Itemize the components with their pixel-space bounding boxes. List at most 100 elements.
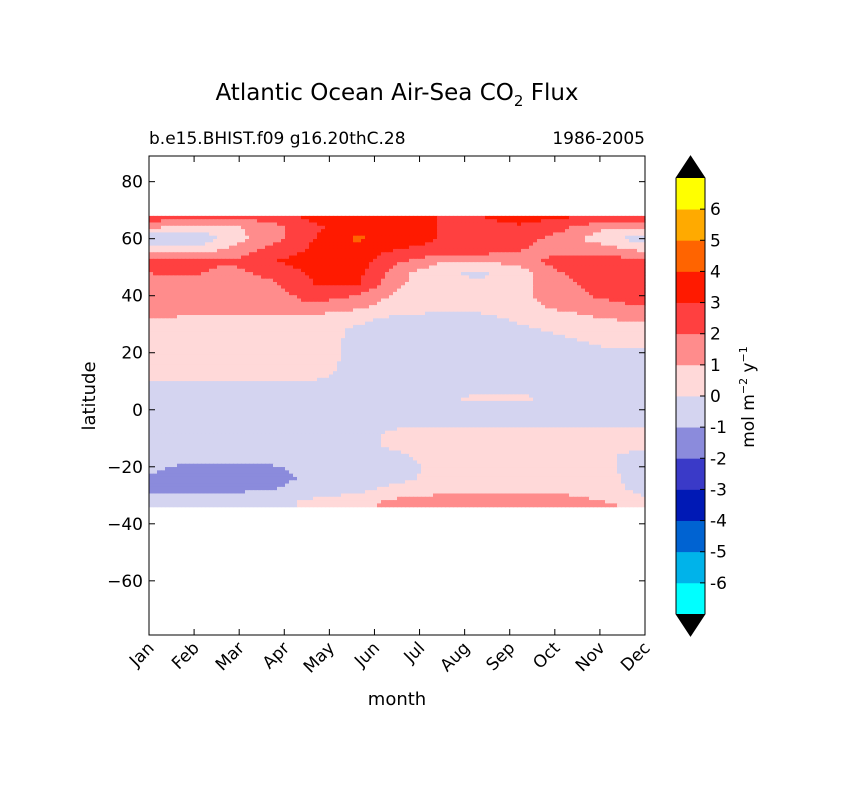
heatmap-cell	[377, 275, 382, 280]
heatmap-cell	[241, 321, 246, 326]
heatmap-cell	[549, 248, 554, 253]
heatmap-cell	[453, 338, 458, 343]
heatmap-cell	[177, 328, 182, 333]
heatmap-cell	[433, 278, 438, 283]
heatmap-cell	[433, 285, 438, 290]
heatmap-cell	[301, 338, 306, 343]
heatmap-cell	[197, 301, 202, 306]
heatmap-cell	[369, 225, 374, 230]
heatmap-cell	[177, 242, 182, 247]
heatmap-cell	[545, 321, 550, 326]
heatmap-cell	[253, 268, 258, 273]
heatmap-cell	[477, 258, 482, 263]
heatmap-cell	[633, 232, 638, 237]
heatmap-cell	[413, 298, 418, 303]
heatmap-cell	[629, 222, 634, 227]
heatmap-cell	[593, 308, 598, 313]
heatmap-cell	[477, 285, 482, 290]
heatmap-cell	[517, 295, 522, 300]
heatmap-cell	[345, 321, 350, 326]
heatmap-cell	[613, 222, 618, 227]
heatmap-cell	[193, 341, 198, 346]
heatmap-cell	[349, 295, 354, 300]
heatmap-cell	[521, 222, 526, 227]
heatmap-cell	[637, 225, 642, 230]
heatmap-cell	[393, 338, 398, 343]
heatmap-cell	[209, 268, 214, 273]
heatmap-cell	[261, 245, 266, 250]
heatmap-cell	[441, 281, 446, 286]
heatmap-cell	[261, 222, 266, 227]
heatmap-cell	[421, 272, 426, 276]
heatmap-cell	[205, 258, 210, 263]
heatmap-cell	[245, 239, 250, 243]
heatmap-cell	[313, 232, 318, 237]
heatmap-cell	[173, 328, 178, 333]
heatmap-cell	[333, 295, 338, 300]
heatmap-cell	[529, 295, 534, 300]
heatmap-cell	[329, 328, 334, 333]
heatmap-cell	[269, 328, 274, 333]
heatmap-cell	[513, 219, 518, 224]
heatmap-cell	[157, 262, 162, 267]
heatmap-cell	[561, 242, 566, 247]
heatmap-cell	[421, 239, 426, 243]
heatmap-cell	[157, 232, 162, 237]
heatmap-cell	[309, 295, 314, 300]
heatmap-cell	[641, 298, 646, 303]
heatmap-cell	[309, 311, 314, 316]
heatmap-cell	[173, 222, 178, 227]
heatmap-cell	[221, 225, 226, 230]
heatmap-cell	[201, 245, 206, 250]
heatmap-cell	[497, 229, 502, 233]
heatmap-cell	[465, 315, 470, 319]
heatmap-cell	[273, 348, 278, 352]
heatmap-cell	[381, 315, 386, 319]
heatmap-cell	[637, 255, 642, 260]
heatmap-cell	[485, 229, 490, 233]
heatmap-cell	[565, 338, 570, 343]
heatmap-cell	[445, 245, 450, 250]
heatmap-cell	[201, 222, 206, 227]
heatmap-cell	[361, 324, 366, 329]
heatmap-cell	[421, 301, 426, 306]
heatmap-cell	[473, 278, 478, 283]
heatmap-cell	[437, 334, 442, 339]
heatmap-cell	[481, 344, 486, 349]
heatmap-cell	[549, 272, 554, 276]
heatmap-cell	[373, 275, 378, 280]
heatmap-cell	[173, 268, 178, 273]
heatmap-cell	[629, 321, 634, 326]
heatmap-cell	[405, 272, 410, 276]
heatmap-cell	[473, 258, 478, 263]
heatmap-cell	[341, 222, 346, 227]
heatmap-cell	[409, 245, 414, 250]
heatmap-cell	[393, 315, 398, 319]
heatmap-cell	[493, 305, 498, 309]
heatmap-cell	[577, 341, 582, 346]
heatmap-cell	[369, 328, 374, 333]
heatmap-cell	[493, 232, 498, 237]
heatmap-cell	[545, 344, 550, 349]
heatmap-cell	[437, 324, 442, 329]
heatmap-cell	[461, 305, 466, 309]
heatmap-cell	[369, 255, 374, 260]
heatmap-cell	[605, 252, 610, 257]
heatmap-cell	[289, 318, 294, 323]
heatmap-cell	[425, 262, 430, 267]
heatmap-cell	[201, 291, 206, 296]
heatmap-cell	[189, 285, 194, 290]
heatmap-cell	[421, 341, 426, 346]
heatmap-cell	[601, 248, 606, 253]
heatmap-cell	[437, 275, 442, 280]
heatmap-cell	[393, 321, 398, 326]
heatmap-cell	[197, 291, 202, 296]
heatmap-cell	[441, 252, 446, 257]
heatmap-cell	[481, 311, 486, 316]
heatmap-cell	[229, 242, 234, 247]
heatmap-cell	[353, 278, 358, 283]
heatmap-cell	[277, 258, 282, 263]
heatmap-cell	[581, 245, 586, 250]
heatmap-cell	[153, 262, 158, 267]
heatmap-cell	[321, 295, 326, 300]
